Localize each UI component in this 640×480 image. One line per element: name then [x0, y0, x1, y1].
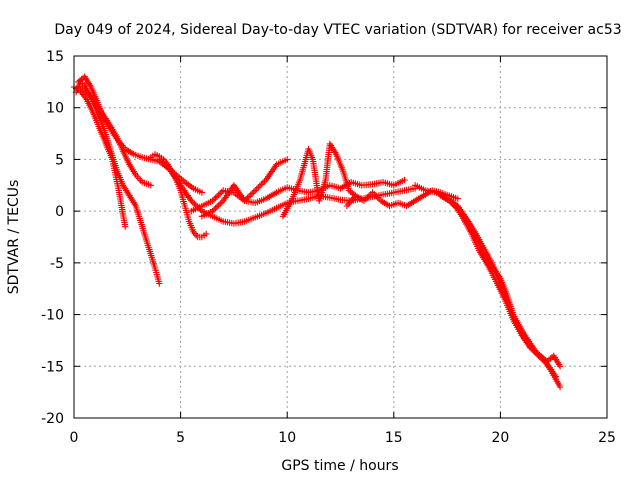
x-axis-label: GPS time / hours: [281, 458, 398, 474]
data-points: [72, 78, 163, 287]
x-tick-label: 15: [385, 430, 403, 446]
chart-title: Day 049 of 2024, Sidereal Day-to-day VTE…: [54, 22, 621, 38]
series-arc-9: [279, 140, 359, 220]
grid: [74, 56, 607, 418]
y-tick-label: 5: [55, 152, 64, 168]
data-series: [70, 73, 564, 391]
series-arc-2: [72, 78, 163, 287]
x-tick-label: 0: [70, 430, 79, 446]
series-arc-13: [450, 199, 559, 380]
data-points: [198, 156, 291, 220]
x-tick-label: 5: [176, 430, 185, 446]
y-tick-label: 10: [46, 101, 64, 117]
data-points: [188, 176, 408, 215]
series-arc-7: [188, 176, 408, 215]
data-points: [450, 199, 559, 380]
series-arc-11: [411, 182, 564, 370]
data-points: [411, 182, 564, 370]
y-tick-label: -5: [50, 256, 64, 272]
series-arc-5: [147, 151, 210, 241]
x-tick-label: 20: [491, 430, 509, 446]
data-points: [279, 140, 359, 220]
x-tick-label: 10: [278, 430, 296, 446]
plot-frame: [73, 55, 608, 419]
data-points: [79, 83, 154, 189]
series-arc-8: [198, 156, 291, 220]
y-axis-label: SDTVAR / TECUs: [6, 180, 22, 295]
data-points: [147, 151, 210, 241]
y-tick-label: 15: [46, 49, 64, 65]
y-tick-label: -10: [41, 308, 64, 324]
y-tick-label: -20: [41, 411, 64, 427]
x-tick-label: 25: [598, 430, 616, 446]
series-arc-4: [79, 83, 154, 189]
axis-ticks: 0 5 10 15 20 25 -20 -15 -10 -5 0 5 10 15: [41, 49, 616, 446]
y-tick-label: -15: [41, 359, 64, 375]
y-tick-label: 0: [55, 204, 64, 220]
